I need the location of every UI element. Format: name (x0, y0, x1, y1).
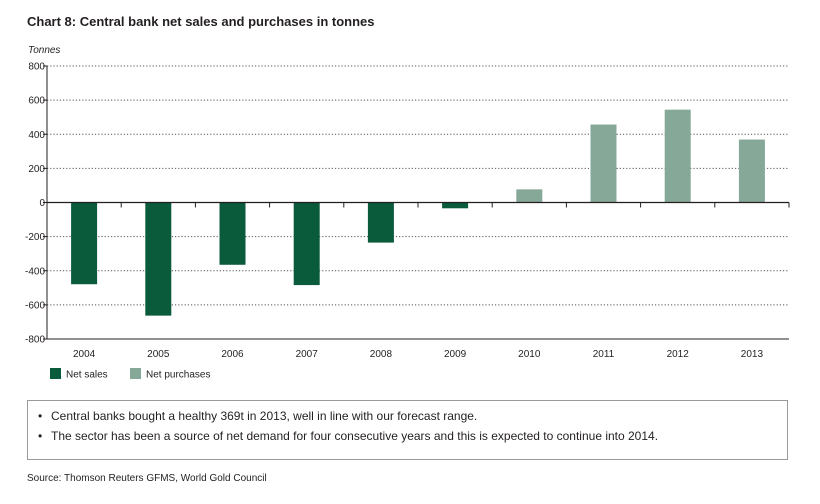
y-tick-label: -200 (25, 232, 45, 243)
y-tick-label: 600 (28, 96, 45, 107)
legend: Net sales Net purchases (50, 368, 210, 381)
x-tick-label: 2011 (593, 349, 615, 360)
x-tick-label: 2012 (667, 349, 690, 360)
bar (219, 202, 246, 265)
y-axis-ticks: 800 600 400 200 0 -200 -400 -600 -800 (25, 62, 48, 346)
bar (590, 124, 617, 203)
y-axis-label: Tonnes (28, 45, 60, 56)
y-tick-label: -800 (25, 335, 45, 346)
y-tick-label: 800 (28, 62, 45, 73)
y-tick-label: 400 (28, 130, 45, 141)
y-tick-label: 200 (28, 164, 45, 175)
bar-chart: Tonnes 800 600 400 200 0 -200 -400 -600 -800 200… (25, 45, 790, 381)
note-text: The sector has been a source of net dema… (51, 429, 659, 443)
bar (738, 139, 765, 203)
y-tick-label: -600 (25, 300, 45, 311)
x-axis-ticks: 2004 2005 2006 2007 2008 2009 2010 2011 2012 2013 (73, 349, 763, 360)
note-item: • The sector has been a source of net de… (38, 429, 777, 443)
y-tick-label: 0 (39, 198, 45, 209)
legend-swatch (50, 368, 61, 379)
legend-swatch (130, 368, 141, 379)
bars (71, 109, 765, 316)
x-tick-label: 2009 (444, 349, 467, 360)
x-tick-label: 2008 (370, 349, 393, 360)
notes-box: • Central banks bought a healthy 369t in… (27, 400, 788, 460)
bar (71, 202, 98, 285)
x-tick-label: 2004 (73, 349, 96, 360)
bar (664, 109, 691, 203)
note-text: Central banks bought a healthy 369t in 2… (51, 409, 478, 423)
bar (516, 189, 543, 203)
bar (442, 202, 469, 209)
x-axis (46, 201, 790, 340)
chart-title: Chart 8: Central bank net sales and purc… (27, 14, 375, 29)
x-tick-label: 2005 (147, 349, 170, 360)
x-tick-label: 2010 (518, 349, 541, 360)
bar (367, 202, 394, 243)
legend-label: Net purchases (146, 370, 210, 381)
bullet-icon: • (38, 409, 43, 423)
x-tick-label: 2006 (221, 349, 244, 360)
note-item: • Central banks bought a healthy 369t in… (38, 409, 777, 423)
legend-label: Net sales (66, 370, 108, 381)
source-note: Source: Thomson Reuters GFMS, World Gold… (27, 473, 267, 484)
bullet-icon: • (38, 429, 43, 443)
bar (293, 202, 320, 286)
y-tick-label: -400 (25, 266, 45, 277)
bar (145, 202, 172, 316)
x-tick-label: 2013 (741, 349, 764, 360)
x-tick-label: 2007 (296, 349, 319, 360)
